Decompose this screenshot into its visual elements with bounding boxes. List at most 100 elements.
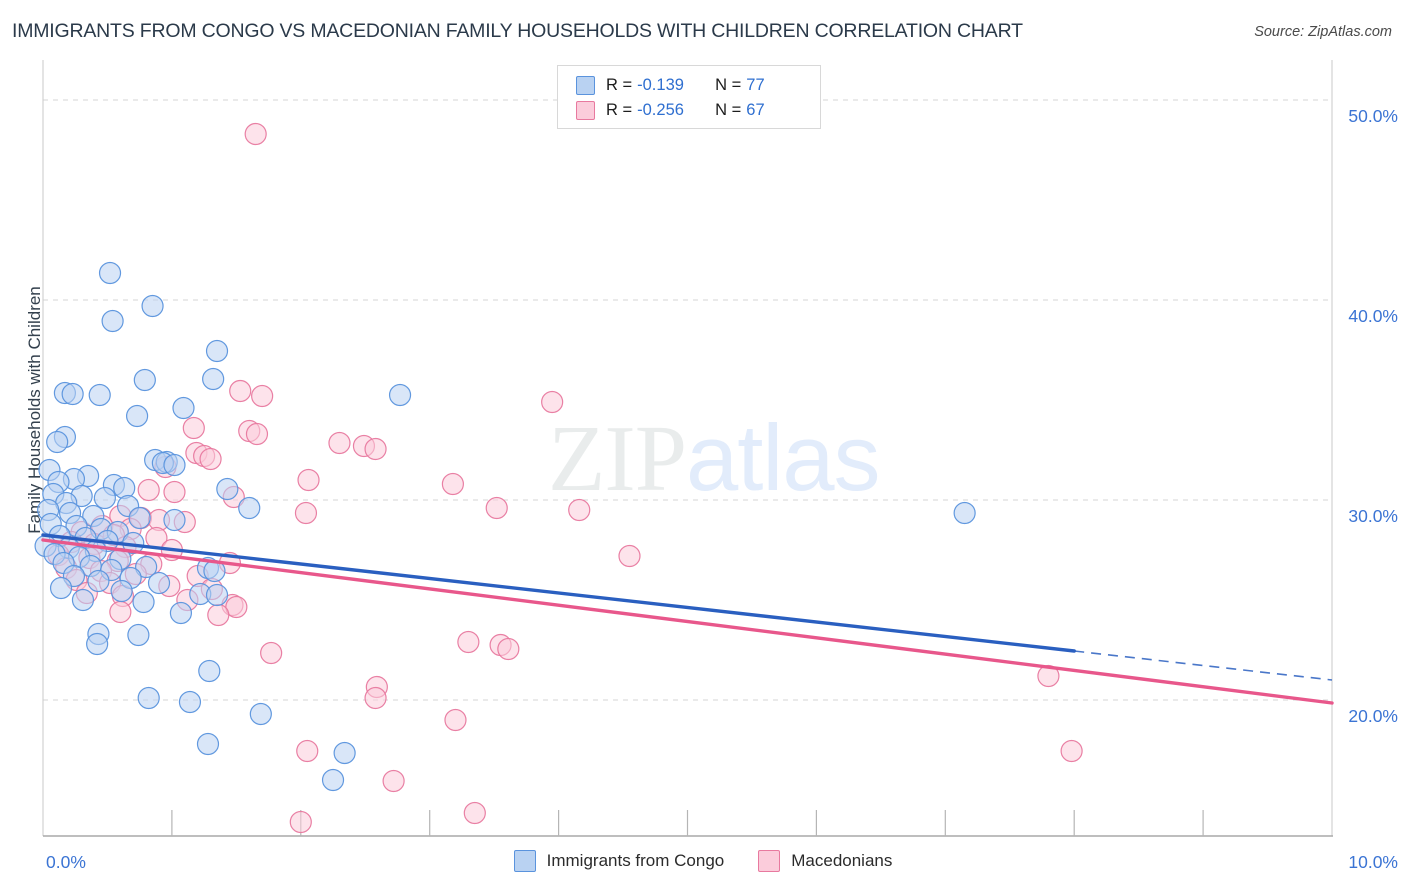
scatter-point: [1060, 739, 1083, 763]
scatter-point: [172, 396, 195, 420]
scatter-point: [457, 630, 480, 654]
scatter-point: [953, 501, 976, 525]
stats-row-congo: R = -0.139 N = 77: [576, 73, 820, 98]
page-title: IMMIGRANTS FROM CONGO VS MACEDONIAN FAMI…: [12, 20, 1023, 42]
scatter-point: [328, 431, 351, 455]
scatter-point: [163, 453, 186, 477]
stats-r-value-macedonians: -0.256: [637, 101, 684, 119]
source-label: Source: ZipAtlas.com: [1254, 24, 1392, 40]
scatter-point: [251, 384, 274, 408]
x-axis-ticks: [171, 810, 1204, 836]
legend-swatch-macedonians: [758, 850, 781, 872]
scatter-point: [245, 422, 269, 446]
y-axis-tick-label: 50.0%: [1348, 106, 1398, 126]
scatter-point: [101, 309, 124, 333]
scatter-point: [98, 261, 122, 285]
scatter-point: [178, 690, 202, 714]
gridlines: [43, 99, 1333, 701]
scatter-point: [244, 122, 267, 146]
legend-item-macedonians[interactable]: Macedonians: [758, 850, 892, 872]
scatter-point: [61, 382, 84, 406]
scatter-point: [216, 477, 239, 501]
scatter-point: [141, 294, 164, 318]
stats-n-label-congo: N =: [715, 76, 742, 94]
scatter-point: [296, 739, 319, 763]
stats-row-macedonians: R = -0.256 N = 67: [576, 98, 820, 123]
stats-n-label-macedonians: N =: [715, 101, 742, 119]
scatter-point: [202, 367, 225, 391]
scatter-point: [147, 571, 171, 595]
trend-line-congo: [41, 533, 1076, 653]
scatter-point: [49, 576, 73, 600]
stats-r-label-congo: R =: [606, 76, 633, 94]
legend-swatch-congo: [513, 850, 536, 872]
stats-n-value-congo: 77: [746, 76, 765, 94]
scatter-point: [294, 501, 318, 525]
trend-line-congo-extrapolated: [1074, 650, 1333, 681]
scatter-point: [444, 708, 467, 732]
scatter-point: [88, 383, 111, 407]
scatter-point: [109, 600, 132, 624]
scatter-point: [198, 659, 221, 683]
scatter-point: [46, 430, 69, 454]
series-legend: Immigrants from Congo Macedonians: [0, 850, 1406, 872]
scatter-point: [199, 447, 222, 471]
scatter-point: [441, 472, 464, 496]
scatter-point: [86, 632, 109, 656]
scatter-points-congo: [34, 261, 976, 792]
scatter-point: [182, 416, 205, 440]
correlation-stats-legend: R = -0.139 N = 77 R = -0.256 N = 67: [557, 65, 821, 129]
stats-swatch-macedonians: [576, 101, 595, 120]
scatter-point: [382, 769, 405, 793]
x-axis-max-label: 10.0%: [1348, 852, 1398, 872]
scatter-point: [229, 379, 252, 403]
scatter-point: [169, 601, 193, 625]
scatter-point: [163, 480, 186, 504]
scatter-point: [127, 623, 150, 647]
x-axis-min-label: 0.0%: [46, 852, 86, 872]
y-axis-tick-label: 40.0%: [1348, 306, 1398, 326]
legend-label-congo: Immigrants from Congo: [546, 851, 725, 870]
scatter-point: [205, 339, 229, 363]
scatter-point: [137, 478, 160, 502]
scatter-point: [463, 801, 486, 825]
scatter-point: [137, 686, 160, 710]
scatter-point: [196, 732, 220, 756]
scatter-point: [205, 583, 229, 607]
scatter-point: [289, 810, 312, 834]
scatter-point: [485, 496, 508, 520]
scatter-point: [163, 508, 186, 532]
trend-line-macedonians: [41, 538, 1334, 705]
stats-swatch-congo: [576, 76, 595, 95]
scatter-point: [132, 590, 155, 614]
scatter-point: [93, 486, 116, 510]
scatter-point: [71, 588, 95, 612]
scatter-point: [126, 404, 149, 428]
legend-label-macedonians: Macedonians: [791, 851, 893, 870]
scatter-point: [497, 637, 520, 661]
scatter-point: [238, 496, 261, 520]
scatter-point: [541, 390, 564, 414]
scatter-point: [568, 498, 591, 522]
scatter-point: [321, 768, 345, 792]
stats-r-label-macedonians: R =: [606, 101, 633, 119]
legend-item-congo[interactable]: Immigrants from Congo: [513, 850, 725, 872]
scatter-point: [618, 544, 641, 568]
scatter-point: [297, 468, 320, 492]
scatter-point: [364, 686, 387, 710]
scatter-point: [135, 555, 158, 579]
scatter-point: [110, 579, 133, 603]
scatter-point: [87, 569, 110, 593]
axis-lines: [42, 60, 1333, 837]
scatter-point: [113, 476, 136, 500]
y-axis-tick-label: 30.0%: [1348, 506, 1398, 526]
scatter-point: [249, 702, 272, 726]
scatter-points-macedonians: [47, 122, 1083, 834]
scatter-point: [388, 383, 412, 407]
stats-r-value-congo: -0.139: [637, 76, 684, 94]
scatter-point: [207, 603, 230, 627]
scatter-point: [133, 368, 156, 392]
stats-n-value-macedonians: 67: [746, 101, 765, 119]
